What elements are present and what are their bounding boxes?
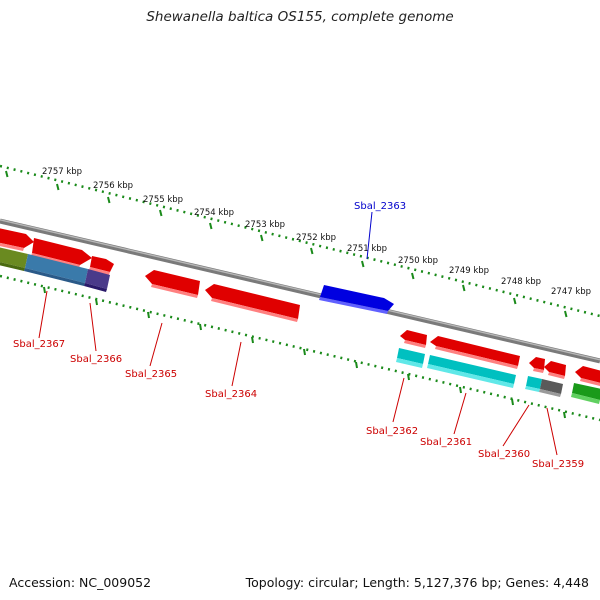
gene-labels: Sbal_2367 Sbal_2366 Sbal_2365 Sbal_2364 … xyxy=(13,201,584,470)
ruler-label: 2756 kbp xyxy=(93,181,133,191)
gene-label[interactable]: Sbal_2360 xyxy=(478,449,530,460)
ruler-labels: 2757 kbp 2756 kbp 2755 kbp 2754 kbp 2753… xyxy=(42,167,591,297)
gene-label[interactable]: Sbal_2366 xyxy=(70,354,122,365)
gene-feature-right-2[interactable] xyxy=(430,336,520,369)
gene-label-highlight[interactable]: Sbal_2363 xyxy=(354,201,406,212)
gene-label[interactable]: Sbal_2365 xyxy=(125,369,177,380)
gene-feature-right-4[interactable] xyxy=(544,361,566,379)
gene-label[interactable]: Sbal_2361 xyxy=(420,437,472,448)
ruler-label: 2748 kbp xyxy=(501,277,541,287)
gene-label[interactable]: Sbal_2362 xyxy=(366,426,418,437)
gene-feature-right-3[interactable] xyxy=(529,357,545,373)
ruler-label: 2752 kbp xyxy=(296,233,336,243)
gene-feature-sbal-2365[interactable] xyxy=(145,270,200,298)
ruler-label: 2747 kbp xyxy=(551,287,591,297)
ruler-label: 2757 kbp xyxy=(42,167,82,177)
feature-purple[interactable] xyxy=(84,269,110,292)
outer-ruler-ticks xyxy=(5,170,568,318)
gene-feature-right-1[interactable] xyxy=(400,330,427,348)
map-title: Shewanella baltica OS155, complete genom… xyxy=(146,9,454,25)
feature-cyan-2[interactable] xyxy=(427,355,516,388)
feature-cyan-1[interactable] xyxy=(396,348,425,368)
outer-ruler-dots xyxy=(0,164,600,318)
ruler-label: 2753 kbp xyxy=(245,220,285,230)
genome-summary-text: Topology: circular; Length: 5,127,376 bp… xyxy=(245,575,589,590)
genome-backbone xyxy=(0,218,600,364)
ruler-label: 2754 kbp xyxy=(194,208,234,218)
gene-feature-sbal-2364[interactable] xyxy=(205,284,300,322)
gene-feature-left-3[interactable] xyxy=(89,256,114,275)
ruler-label: 2750 kbp xyxy=(398,256,438,266)
gene-label[interactable]: Sbal_2367 xyxy=(13,339,65,350)
ruler-label: 2749 kbp xyxy=(449,266,489,276)
feature-steelblue[interactable] xyxy=(24,254,88,286)
accession-text: Accession: NC_009052 xyxy=(9,575,152,590)
ruler-label: 2755 kbp xyxy=(143,195,183,205)
ruler-label: 2751 kbp xyxy=(347,244,387,254)
feature-cyan-3[interactable] xyxy=(525,376,542,392)
gene-feature-right-5[interactable] xyxy=(575,366,600,386)
label-leaders xyxy=(38,211,558,456)
inner-ruler-dots xyxy=(0,274,600,422)
feature-gray[interactable] xyxy=(539,379,563,397)
gene-feature-sbal-2363[interactable] xyxy=(319,285,394,314)
feature-olive[interactable] xyxy=(0,247,28,271)
inner-ruler-ticks xyxy=(43,286,566,419)
feature-green[interactable] xyxy=(571,383,600,404)
gene-feature-left-1[interactable] xyxy=(0,228,34,251)
gene-label[interactable]: Sbal_2359 xyxy=(532,459,584,470)
gene-label[interactable]: Sbal_2364 xyxy=(205,389,257,400)
